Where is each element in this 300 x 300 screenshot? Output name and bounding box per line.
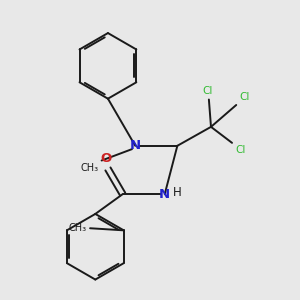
Text: CH₃: CH₃ (80, 164, 98, 173)
Text: H: H (173, 186, 182, 199)
Text: CH₃: CH₃ (69, 223, 87, 233)
Text: Cl: Cl (236, 146, 246, 155)
Text: Cl: Cl (240, 92, 250, 102)
Text: Cl: Cl (203, 86, 213, 96)
Text: N: N (130, 139, 141, 152)
Text: O: O (100, 152, 112, 165)
Text: N: N (159, 188, 170, 201)
